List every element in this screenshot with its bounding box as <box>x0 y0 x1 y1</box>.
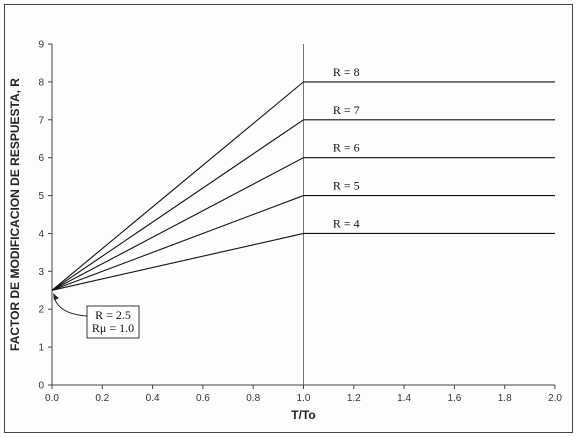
series-label: R = 5 <box>333 179 360 193</box>
y-tick-label: 6 <box>38 153 44 164</box>
series-line <box>51 195 555 291</box>
x-tick-label: 0.0 <box>45 393 59 404</box>
x-tick-label: 1.0 <box>297 393 311 404</box>
y-tick-label: 3 <box>38 267 44 278</box>
annotation-arrow <box>53 296 88 317</box>
x-tick-label: 0.8 <box>246 393 260 404</box>
x-tick-label: 1.8 <box>498 393 512 404</box>
annotation-box <box>86 305 140 339</box>
y-tick-label: 5 <box>38 191 44 202</box>
annotation: R = 2.5Rμ = 1.0 <box>53 293 140 339</box>
x-tick-label: 1.6 <box>447 393 461 404</box>
x-tick-label: 1.4 <box>397 393 411 404</box>
series-lines <box>51 81 555 291</box>
x-tick-label: 0.2 <box>95 393 109 404</box>
series-label: R = 7 <box>333 103 360 117</box>
series-label: R = 4 <box>333 216 360 230</box>
ticks: 0 1 2 3 4 5 6 7 8 9 0.0 0.2 0.4 0.6 0.8 1.0 1.2 1.4 1.6 1.8… <box>38 40 562 405</box>
y-tick-label: 8 <box>38 77 44 88</box>
series-label: R = 8 <box>333 65 360 79</box>
y-tick-label: 7 <box>38 115 44 126</box>
series-line <box>51 232 555 291</box>
annotation-text: Rμ = 1.0 <box>92 321 134 335</box>
y-tick-label: 4 <box>38 229 44 240</box>
x-tick-label: 0.6 <box>196 393 210 404</box>
annotation-arrowhead <box>53 293 59 301</box>
y-tick-label: 2 <box>38 305 44 316</box>
x-tick-label: 1.2 <box>347 393 361 404</box>
series-line <box>51 119 555 291</box>
y-tick-label: 0 <box>38 381 44 392</box>
y-tick-label: 9 <box>38 40 44 51</box>
x-tick-label: 2.0 <box>548 393 562 404</box>
chart-frame <box>4 4 573 433</box>
y-axis-label: FACTOR DE MODIFICACION DE RESPUESTA, R <box>8 78 22 351</box>
x-axis-label: T/To <box>291 408 315 422</box>
annotation-text: R = 2.5 <box>95 308 131 322</box>
x-tick-label: 0.4 <box>146 393 160 404</box>
series-label: R = 6 <box>333 141 360 155</box>
y-tick-label: 1 <box>38 343 44 354</box>
series-labels: R = 8 R = 7 R = 6 R = 5 R = 4 <box>333 65 360 231</box>
series-line <box>51 157 555 291</box>
series-line <box>51 81 555 291</box>
